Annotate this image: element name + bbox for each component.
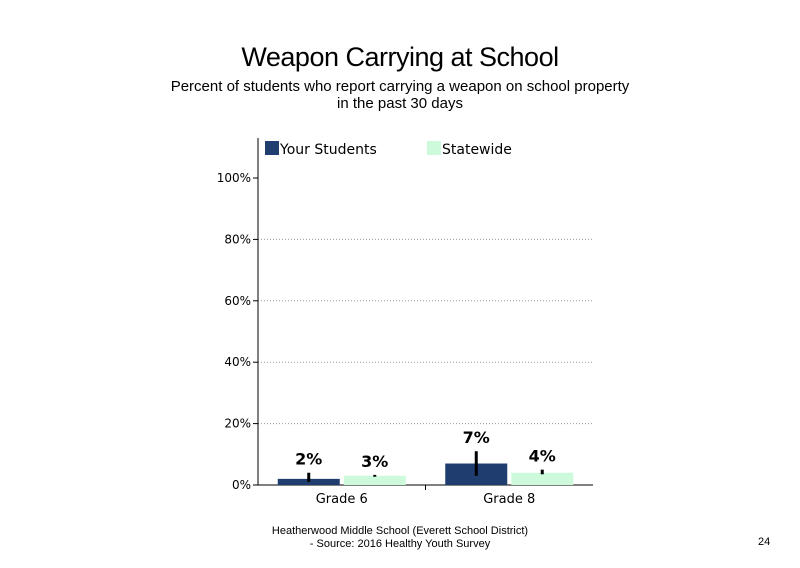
- y-tick-label: 40%: [224, 355, 251, 369]
- bar: [343, 475, 406, 485]
- legend-label: Your Students: [279, 142, 377, 158]
- y-tick-label: 0%: [232, 478, 251, 492]
- y-tick-label: 20%: [224, 417, 251, 431]
- footer-source: Heatherwood Middle School (Everett Schoo…: [200, 525, 600, 551]
- y-tick-label: 80%: [224, 232, 251, 246]
- bar: [511, 472, 574, 485]
- y-tick-label: 100%: [217, 171, 251, 185]
- subtitle-line-1: Percent of students who report carrying …: [170, 78, 630, 95]
- data-label: 7%: [463, 428, 490, 447]
- data-label: 4%: [529, 447, 556, 466]
- x-category-label: Grade 6: [316, 492, 368, 507]
- chart-title: Weapon Carrying at School: [241, 42, 559, 72]
- legend-swatch: [265, 141, 279, 155]
- x-category-label: Grade 8: [483, 492, 535, 507]
- y-tick-label: 60%: [224, 294, 251, 308]
- footer-line-2: - Source: 2016 Healthy Youth Survey: [309, 538, 491, 550]
- chart-subtitle: Percent of students who report carrying …: [170, 78, 630, 112]
- data-label: 2%: [295, 450, 322, 469]
- data-label: 3%: [361, 452, 388, 471]
- legend-swatch: [427, 141, 441, 155]
- footer-line-1: Heatherwood Middle School (Everett Schoo…: [271, 525, 529, 537]
- legend-label: Statewide: [442, 142, 512, 158]
- subtitle-line-2: in the past 30 days: [337, 95, 463, 112]
- page-number: 24: [758, 536, 771, 548]
